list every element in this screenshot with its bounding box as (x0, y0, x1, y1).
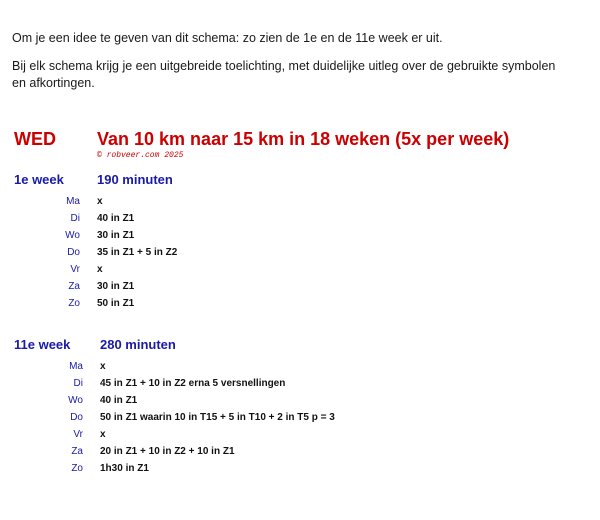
week-label: 1e week (14, 172, 64, 187)
day-row: Ma x (40, 193, 103, 210)
week-label: 11e week (14, 337, 71, 352)
day-activity: 40 in Z1 (100, 395, 138, 406)
intro-line-1: Om je een idee te geven van dit schema: … (12, 31, 443, 45)
day-row: Za 20 in Z1 + 10 in Z2 + 10 in Z1 (40, 443, 235, 460)
day-row: Vr x (40, 261, 103, 278)
day-name: Za (71, 446, 83, 457)
day-name: Do (67, 247, 80, 258)
day-row: Di 40 in Z1 (40, 210, 135, 227)
day-activity: 1h30 in Z1 (100, 463, 149, 474)
day-activity: 50 in Z1 waarin 10 in T15 + 5 in T10 + 2… (100, 412, 335, 423)
day-name: Do (70, 412, 83, 423)
day-activity: 45 in Z1 + 10 in Z2 erna 5 versnellingen (100, 378, 286, 389)
day-activity: 30 in Z1 (97, 281, 135, 292)
day-name: Zo (68, 298, 80, 309)
day-activity: x (97, 264, 103, 275)
day-name: Di (73, 378, 83, 389)
day-row: Do 50 in Z1 waarin 10 in T15 + 5 in T10 +… (40, 409, 335, 426)
day-row: Za 30 in Z1 (40, 278, 134, 295)
day-activity: 30 in Z1 (97, 230, 135, 241)
day-activity: x (100, 361, 106, 372)
day-activity: 20 in Z1 + 10 in Z2 + 10 in Z1 (100, 446, 235, 457)
day-name: Di (70, 213, 80, 224)
week-total: 190 minuten (97, 172, 173, 187)
day-name: Wo (65, 230, 80, 241)
day-activity: 35 in Z1 + 5 in Z2 (97, 247, 178, 258)
day-name: Za (68, 281, 80, 292)
day-activity: x (97, 196, 103, 207)
copyright-notice: © robveer.com 2025 (97, 151, 184, 160)
day-row: Di 45 in Z1 + 10 in Z2 erna 5 versnelling… (40, 375, 286, 392)
day-row: Wo 40 in Z1 (40, 392, 137, 409)
day-name: Vr (73, 429, 83, 440)
day-row: Zo 1h30 in Z1 (40, 460, 149, 477)
intro-line-2: Bij elk schema krijg je een uitgebreide … (12, 59, 556, 90)
week-total: 280 minuten (100, 337, 176, 352)
day-name: Zo (71, 463, 83, 474)
day-row: Do 35 in Z1 + 5 in Z2 (40, 244, 177, 261)
day-activity: 40 in Z1 (97, 213, 135, 224)
day-activity: x (100, 429, 106, 440)
day-name: Wo (68, 395, 83, 406)
day-name: Ma (66, 196, 80, 207)
day-activity: 50 in Z1 (97, 298, 135, 309)
day-row: Vr x (40, 426, 106, 443)
schema-title: Van 10 km naar 15 km in 18 weken (5x per… (97, 129, 510, 149)
day-row: Wo 30 in Z1 (40, 227, 134, 244)
day-row: Ma x (40, 358, 106, 375)
schema-code: WED (14, 129, 56, 149)
day-name: Ma (69, 361, 83, 372)
day-name: Vr (70, 264, 80, 275)
day-row: Zo 50 in Z1 (40, 295, 134, 312)
